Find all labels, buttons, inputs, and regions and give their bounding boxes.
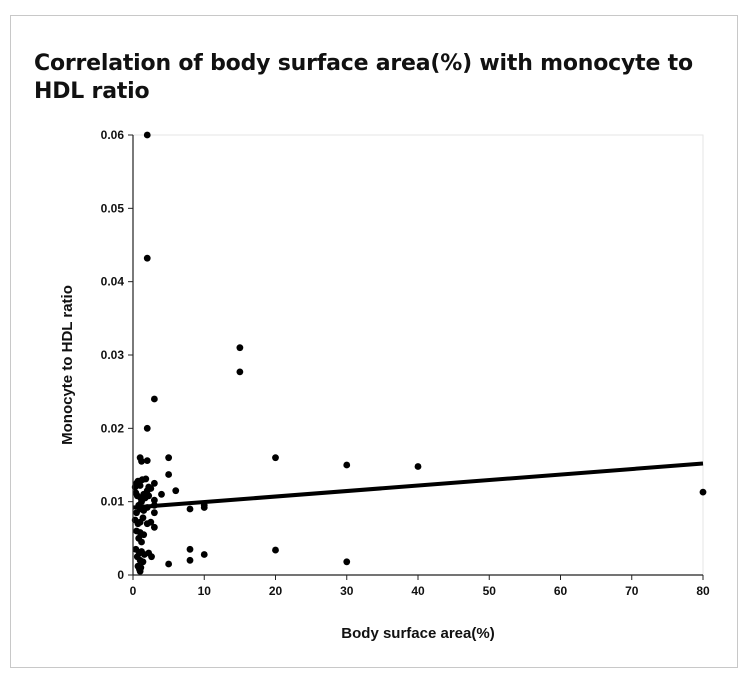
data-point [186, 505, 194, 513]
chart-title: Correlation of body surface area(%) with… [34, 51, 693, 104]
x-tick-label: 30 [340, 584, 354, 598]
data-point [143, 254, 151, 262]
data-point [158, 490, 165, 498]
data-point [147, 518, 155, 526]
trendline [132, 461, 704, 510]
x-tick-label: 60 [554, 584, 568, 598]
data-point [150, 496, 158, 504]
data-point [165, 471, 173, 478]
chart-frame [10, 15, 738, 668]
x-tick-label: 0 [130, 584, 137, 598]
data-point [143, 504, 151, 511]
data-point [343, 461, 351, 469]
x-tick-label: 20 [269, 584, 283, 598]
data-point [142, 475, 150, 483]
data-point [236, 344, 244, 352]
data-point [272, 546, 279, 554]
x-tick-label: 80 [696, 584, 710, 598]
data-point [236, 368, 244, 376]
data-point [148, 553, 155, 561]
data-point [200, 551, 208, 558]
data-point [343, 558, 351, 566]
y-tick-label: 0.03 [101, 348, 125, 362]
data-point [147, 485, 155, 492]
y-tick-label: 0.06 [101, 128, 125, 142]
data-point [136, 567, 144, 575]
data-point [165, 454, 173, 462]
data-point [200, 501, 208, 509]
data-point [145, 492, 153, 500]
plot-area [132, 134, 704, 576]
plot-border [132, 134, 704, 576]
data-point [186, 556, 194, 564]
data-point [138, 538, 145, 546]
data-point [150, 501, 158, 509]
axes-layer: 0 10 20 30 40 50 60 70 80 0 0.01 0.02 0.03 0.04 0.05 0.… [101, 128, 710, 598]
data-point [139, 514, 147, 522]
data-point [138, 457, 145, 465]
x-axis-label: Body surface area(%) [341, 625, 494, 642]
points-layer [131, 131, 707, 575]
data-point [150, 395, 158, 403]
y-tick-label: 0.05 [101, 201, 125, 215]
data-point [150, 523, 158, 531]
data-point [150, 479, 158, 487]
y-axis-label: Monocyte to HDL ratio [59, 285, 76, 445]
x-tick-label: 40 [411, 584, 425, 598]
data-point [143, 424, 151, 432]
data-point [272, 454, 279, 462]
data-point [165, 560, 173, 568]
data-point [139, 558, 147, 566]
data-point [186, 545, 194, 553]
x-tick-label: 50 [483, 584, 497, 598]
trendline-layer [132, 461, 704, 510]
data-point [172, 487, 180, 495]
data-point [136, 482, 144, 489]
data-point [414, 463, 422, 470]
data-point [143, 457, 151, 464]
x-tick-label: 10 [198, 584, 212, 598]
data-point [143, 131, 151, 139]
data-point [140, 531, 148, 539]
y-tick-label: 0.01 [101, 495, 125, 509]
y-tick-label: 0.04 [101, 275, 125, 289]
y-tick-label: 0 [117, 568, 124, 582]
y-tick-label: 0.02 [101, 421, 125, 435]
data-point [699, 488, 707, 496]
x-tick-label: 70 [625, 584, 639, 598]
data-point [150, 509, 158, 517]
